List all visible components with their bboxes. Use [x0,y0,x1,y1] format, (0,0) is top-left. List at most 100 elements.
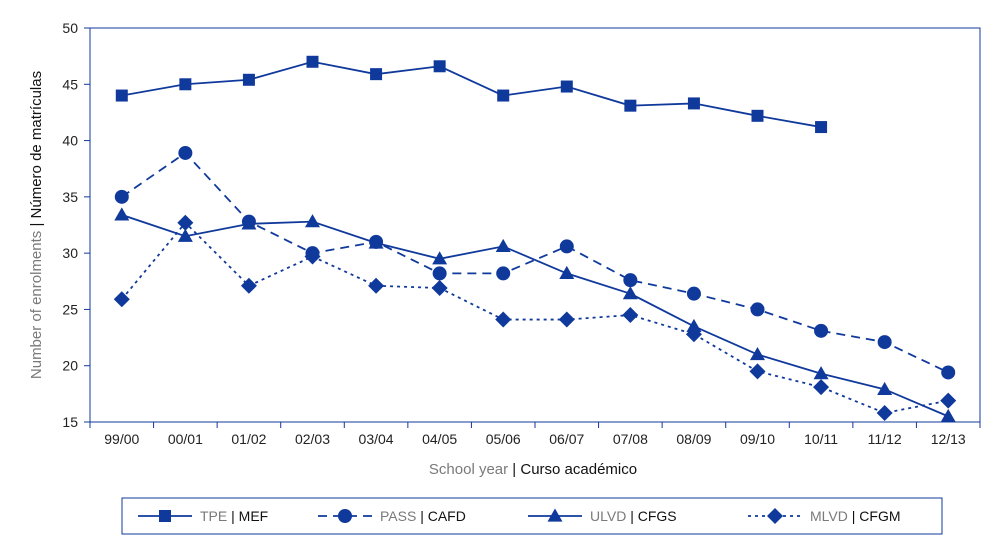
data-point [877,381,893,395]
data-point [876,404,893,421]
y-axis-title: Number of enrolments | Número de matrícu… [28,71,45,379]
x-tick-label: 01/02 [231,431,266,447]
data-point [560,80,573,93]
y-axis-title-sep: | [28,223,45,227]
data-point [242,73,255,86]
x-tick-label: 00/01 [168,431,203,447]
data-point [241,216,257,230]
data-point [432,266,447,281]
y-tick-label: 15 [62,414,78,430]
x-axis-title: School year | Curso académico [429,461,637,478]
data-point [304,248,321,265]
data-point [115,89,128,102]
series-pass [114,145,956,380]
x-tick-label: 02/03 [295,431,330,447]
data-point [433,60,446,73]
data-point [496,266,511,281]
legend-marker [338,509,352,523]
x-tick-label: 04/05 [422,431,457,447]
x-tick-label: 03/04 [359,431,394,447]
data-point [940,392,957,409]
data-point [941,365,956,380]
series-layer [113,55,957,422]
legend-marker [159,510,171,522]
data-point [306,55,319,68]
series-line [121,151,949,374]
axis-ticks: 15 20 25 30 35 40 45 50 99/00 00/01 01/02 02/03 03/0… [62,20,981,447]
series-tpe [115,55,828,134]
data-point [751,109,764,122]
data-point [179,78,192,91]
x-tick-label: 10/11 [804,431,838,447]
legend-label: PASS | CAFD [380,508,466,524]
data-point [370,68,383,81]
legend-item-tpe: TPE | MEF [138,508,268,524]
data-point [558,311,575,328]
y-axis-title-en: Number of enrolments [28,231,45,379]
data-point [240,277,257,294]
data-point [750,302,765,317]
data-point [368,277,385,294]
x-tick-label: 09/10 [740,431,775,447]
y-tick-label: 35 [62,189,78,205]
series-line [121,214,949,418]
data-point [431,280,448,297]
data-point [686,286,701,301]
legend-label: ULVD | CFGS [590,508,677,524]
y-tick-label: 20 [62,358,78,374]
data-point [813,379,830,396]
data-point [815,121,828,134]
data-point [687,97,700,110]
data-point [750,346,765,361]
data-point [177,214,194,231]
data-point [813,366,829,380]
data-point [623,273,638,288]
data-point [497,89,510,102]
data-point [877,335,892,350]
series-line [121,60,822,128]
y-tick-label: 25 [62,301,78,317]
x-axis-title-en: School year [429,461,508,478]
y-tick-label: 50 [62,20,78,36]
x-tick-label: 07/08 [613,431,648,447]
x-axis-title-sep: | [512,461,516,478]
data-point [749,363,766,380]
data-point [559,239,574,254]
x-tick-label: 06/07 [549,431,584,447]
legend-item-mlvd: MLVD | CFGM [748,508,901,524]
x-axis-title-es: Curso académico [520,461,637,478]
legend-item-ulvd: ULVD | CFGS [528,508,677,524]
x-tick-label: 99/00 [104,431,139,447]
x-tick-label: 11/12 [868,431,902,447]
y-tick-label: 40 [62,133,78,149]
data-point [432,251,448,265]
data-point [686,318,702,332]
legend-box [121,497,943,535]
data-point [622,286,638,300]
data-point [368,235,384,249]
data-point [814,323,829,338]
plot-area-frame [89,27,981,423]
y-tick-label: 30 [62,245,78,261]
data-point [622,307,639,324]
x-tick-label: 12/13 [931,431,966,447]
data-point [559,265,575,280]
legend-item-pass: PASS | CAFD [318,508,466,524]
data-point [624,99,637,112]
data-point [113,291,130,308]
data-point [305,214,320,228]
data-point [178,145,193,160]
data-point [940,408,956,422]
series-ulvd [114,207,956,422]
x-tick-label: 08/09 [676,431,711,447]
y-tick-label: 45 [62,76,78,92]
y-axis-title-es: Número de matrículas [28,71,45,219]
data-point [114,207,130,221]
data-point [177,228,193,242]
legend-label: MLVD | CFGM [810,508,901,524]
data-point [495,311,512,328]
legend-marker [767,508,783,524]
legend: TPE | MEF PASS | CAFD ULVD | CFGS MLVD | CF… [138,508,901,524]
data-point [685,326,702,343]
